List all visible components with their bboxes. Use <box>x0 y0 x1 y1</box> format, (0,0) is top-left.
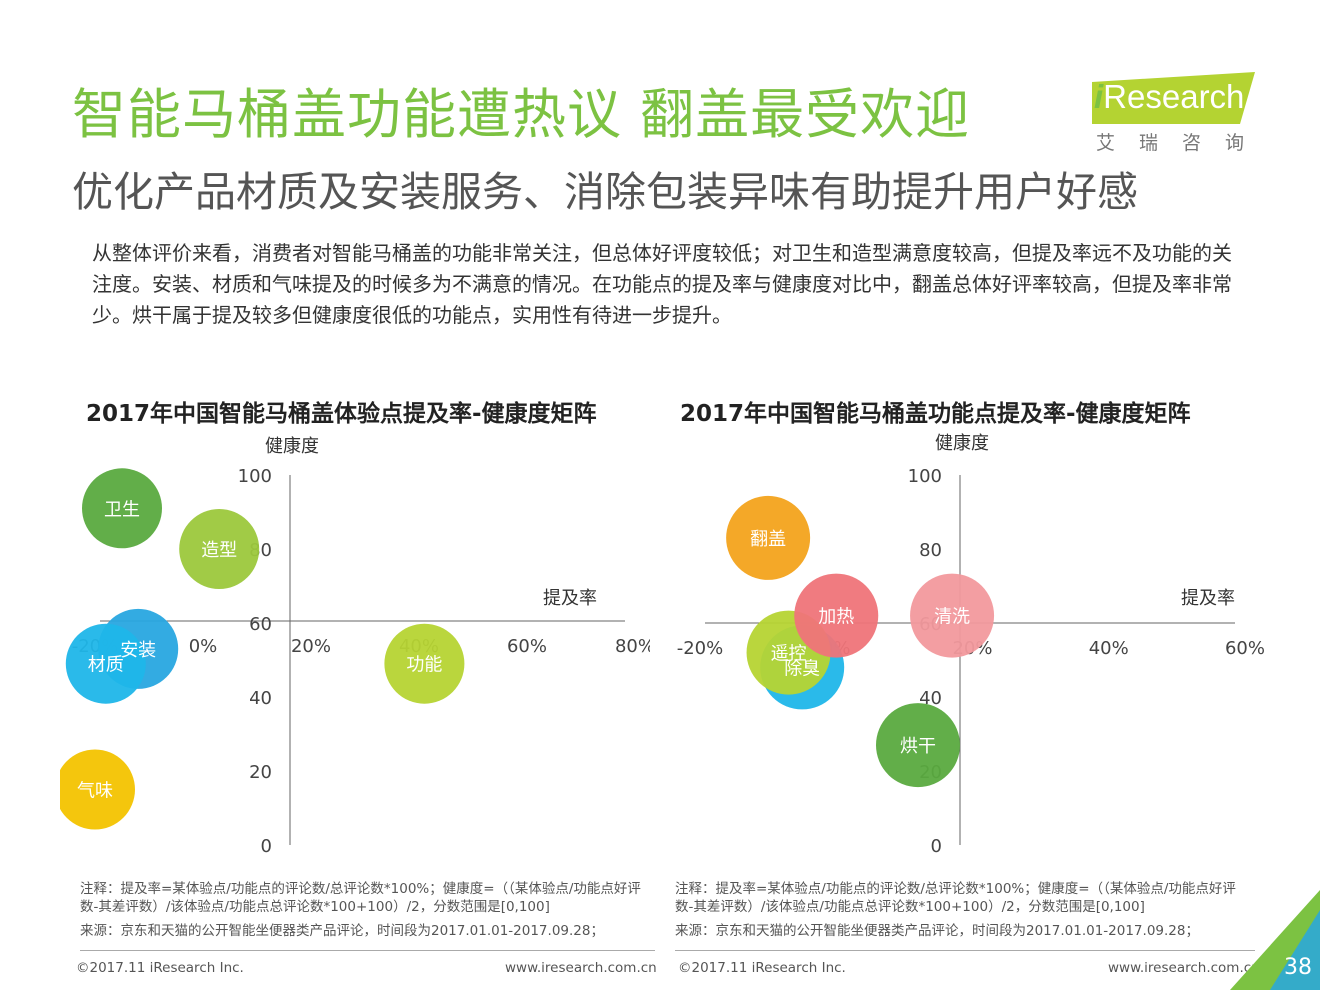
x-tick-label: -20% <box>677 638 724 659</box>
chart-title-right: 2017年中国智能马桶盖功能点提及率-健康度矩阵 <box>680 401 1191 427</box>
iresearch-logo: iResearch 艾瑞咨询 <box>1090 70 1260 158</box>
copyright-left: ©2017.11 iResearch Inc. <box>76 960 244 976</box>
url-right[interactable]: www.iresearch.com.cn <box>1108 960 1260 976</box>
chart-title-left: 2017年中国智能马桶盖体验点提及率-健康度矩阵 <box>86 401 597 427</box>
bubble-label: 翻盖 <box>750 529 786 550</box>
bubble-label: 功能 <box>406 655 442 676</box>
y-tick-label: 20 <box>249 762 272 783</box>
logo-chinese: 艾瑞咨询 <box>1096 132 1269 154</box>
bubble-label: 加热 <box>818 607 854 628</box>
y-tick-label: 100 <box>238 466 272 487</box>
chart-left: -20%0%20%40%60%80%020406080100提及率健康度卫生造型… <box>60 436 650 857</box>
source-left: 来源：京东和天猫的公开智能坐便器类产品评论，时间段为2017.01.01-201… <box>80 923 604 939</box>
page-number: 38 <box>1284 955 1312 980</box>
bubble-label: 卫生 <box>104 499 140 520</box>
y-tick-label: 60 <box>249 614 272 635</box>
x-tick-label: 60% <box>507 636 547 657</box>
y-tick-label: 40 <box>249 688 272 709</box>
bubble-label: 烘干 <box>900 736 936 757</box>
note-right: 注释：提及率=某体验点/功能点的评论数/总评论数*100%；健康度=（（某体验点… <box>675 881 1236 915</box>
bubble-功能 <box>384 623 465 704</box>
x-tick-label: 80% <box>615 636 650 657</box>
bubble-加热 <box>794 573 879 658</box>
page-corner-decoration-icon <box>1230 890 1320 990</box>
logo-wordmark: iResearch <box>1094 78 1244 116</box>
page-title: 智能马桶盖功能遭热议 翻盖最受欢迎 <box>72 83 971 146</box>
footer-divider-right <box>675 950 1255 951</box>
bubble-label: 气味 <box>77 781 113 802</box>
bubble-label: 除臭 <box>784 658 820 679</box>
note-left: 注释：提及率=某体验点/功能点的评论数/总评论数*100%；健康度=（（某体验点… <box>80 881 641 915</box>
copyright-right: ©2017.11 iResearch Inc. <box>678 960 846 976</box>
x-tick-label: 20% <box>291 636 331 657</box>
x-tick-label: 0% <box>189 636 218 657</box>
source-right: 来源：京东和天猫的公开智能坐便器类产品评论，时间段为2017.01.01-201… <box>675 923 1199 939</box>
logo-banner-icon <box>1092 72 1255 124</box>
bubble-label: 清洗 <box>934 607 970 628</box>
bubble-label: 安装 <box>120 640 156 661</box>
bubble-气味 <box>60 749 135 830</box>
x-axis-title: 提及率 <box>543 588 597 609</box>
intro-paragraph: 从整体评价来看，消费者对智能马桶盖的功能非常关注，但总体好评度较低；对卫生和造型… <box>92 241 1232 327</box>
bubble-label: 造型 <box>201 540 237 561</box>
y-tick-label: 80 <box>919 540 942 561</box>
chart-right: -20%0%20%40%60%020406080100提及率健康度翻盖除臭遥控加… <box>677 433 1265 857</box>
x-tick-label: 60% <box>1225 638 1265 659</box>
page-subtitle: 优化产品材质及安装服务、消除包装异味有助提升用户好感 <box>72 168 1138 216</box>
y-tick-label: 0 <box>261 836 272 857</box>
bubble-翻盖 <box>726 495 811 580</box>
y-axis-title: 健康度 <box>935 433 989 454</box>
x-axis-title: 提及率 <box>1181 588 1235 609</box>
bubble-造型 <box>179 509 260 589</box>
bubble-烘干 <box>876 703 960 788</box>
y-tick-label: 100 <box>908 466 942 487</box>
bubble-卫生 <box>82 468 162 549</box>
logo-research: Research <box>1103 78 1245 115</box>
y-axis-title: 健康度 <box>265 436 319 457</box>
bubble-label: 遥控 <box>771 644 807 665</box>
bubble-label: 材质 <box>88 655 124 676</box>
x-tick-label: 40% <box>1089 638 1129 659</box>
footer-divider-left <box>80 950 655 951</box>
y-tick-label: 0 <box>931 836 942 857</box>
bubble-材质 <box>65 623 146 704</box>
bubble-清洗 <box>910 573 995 658</box>
url-left[interactable]: www.iresearch.com.cn <box>505 960 657 976</box>
logo-i: i <box>1094 78 1104 115</box>
